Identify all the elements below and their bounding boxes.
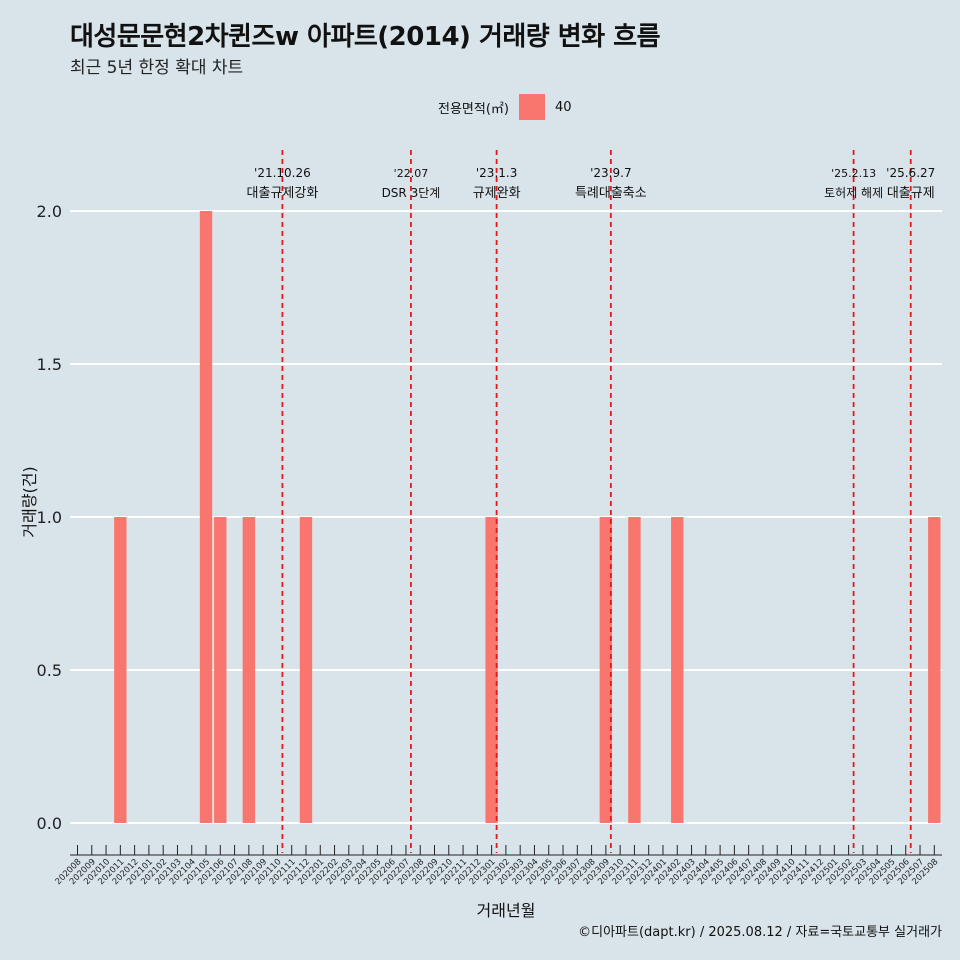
x-axis-label: 거래년월 xyxy=(476,901,536,920)
y-axis-label: 거래량(건) xyxy=(20,466,39,538)
legend: 전용면적(㎡) 40 xyxy=(438,94,572,120)
bar xyxy=(599,517,613,823)
bar xyxy=(299,517,313,823)
bar xyxy=(199,211,213,823)
legend-title: 전용면적(㎡) xyxy=(438,101,509,117)
event-date-label: '23.9.7 xyxy=(590,166,631,180)
y-tick-label: 1.0 xyxy=(37,508,62,527)
source-caption: ©디아파트(dapt.kr) / 2025.08.12 / 자료=국토교통부 실… xyxy=(578,925,942,940)
y-tick-label: 0.0 xyxy=(37,814,62,833)
bar xyxy=(928,517,941,823)
bar xyxy=(671,517,684,823)
legend-swatch xyxy=(518,94,545,120)
bar xyxy=(242,517,256,823)
event-date-label: '23.1.3 xyxy=(476,166,517,180)
chart-title: 대성문문현2차퀸즈w 아파트(2014) 거래량 변화 흐름 xyxy=(70,22,661,52)
y-tick-label: 1.5 xyxy=(37,355,62,374)
event-label: 대출규제 xyxy=(887,186,935,201)
bar xyxy=(114,517,127,823)
y-tick-label: 2.0 xyxy=(37,202,62,221)
event-label: 대출규제강화 xyxy=(247,186,319,201)
event-date-label: '22.07 xyxy=(394,167,429,180)
legend-label: 40 xyxy=(554,99,572,115)
event-date-label: '25.6.27 xyxy=(886,166,935,180)
event-label: DSR 3단계 xyxy=(382,186,441,200)
bar xyxy=(214,517,227,823)
bar xyxy=(485,517,498,823)
y-tick-label: 0.5 xyxy=(37,661,62,680)
event-label: 특례대출축소 xyxy=(575,186,647,201)
bar xyxy=(628,517,641,823)
event-label: 규제완화 xyxy=(473,186,521,201)
event-date-label: '21.10.26 xyxy=(254,166,311,180)
chart-subtitle: 최근 5년 한정 확대 차트 xyxy=(70,58,244,78)
event-date-label: '25.2.13 xyxy=(831,167,876,180)
event-label: 토허제 해제 xyxy=(824,186,883,200)
